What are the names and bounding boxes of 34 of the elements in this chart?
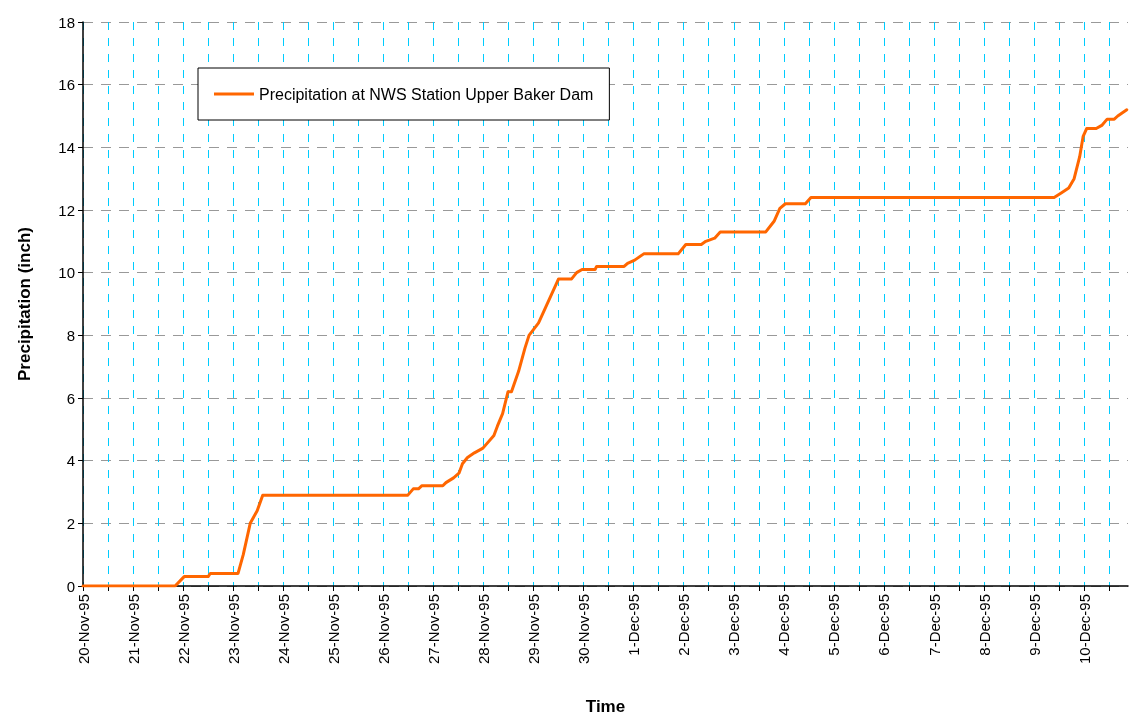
y-tick-label: 0 (66, 577, 75, 595)
x-axis-title: Time (585, 697, 626, 716)
x-tick-label: 25-Nov-95 (324, 594, 342, 665)
x-tick-label: 27-Nov-95 (424, 594, 442, 665)
x-tick-label: 9-Dec-95 (1025, 594, 1043, 656)
x-tick-label: 4-Dec-95 (775, 594, 793, 656)
x-tick-label: 21-Nov-95 (124, 594, 142, 665)
x-tick-label: 10-Dec-95 (1075, 594, 1093, 665)
x-tick-label: 5-Dec-95 (825, 594, 843, 656)
y-tick-label: 4 (66, 452, 75, 470)
x-tick-label: 24-Nov-95 (274, 594, 292, 665)
x-tick-label: 23-Nov-95 (224, 594, 242, 665)
x-tick-label: 7-Dec-95 (925, 594, 943, 656)
x-tick-label: 22-Nov-95 (174, 594, 192, 665)
y-tick-label: 8 (66, 326, 75, 344)
y-tick-label: 14 (58, 138, 75, 156)
y-axis-title: Precipitation (inch) (15, 227, 34, 381)
x-tick-label: 2-Dec-95 (675, 594, 693, 656)
x-tick-label: 28-Nov-95 (474, 594, 492, 665)
x-tick-label: 6-Dec-95 (875, 594, 893, 656)
x-tick-label: 30-Nov-95 (575, 594, 593, 665)
y-tick-label: 6 (66, 389, 75, 407)
legend-label: Precipitation at NWS Station Upper Baker Dam (259, 85, 594, 103)
x-tick-label: 8-Dec-95 (975, 594, 993, 656)
y-tick-label: 2 (66, 514, 75, 532)
y-tick-label: 12 (58, 201, 75, 219)
x-tick-label: 29-Nov-95 (525, 594, 543, 665)
x-tick-label: 26-Nov-95 (374, 594, 392, 665)
y-tick-label: 18 (58, 13, 75, 31)
x-tick-label: 1-Dec-95 (625, 594, 643, 656)
y-tick-label: 10 (58, 264, 75, 282)
x-tick-label: 20-Nov-95 (74, 594, 92, 665)
y-tick-label: 16 (58, 76, 75, 94)
x-tick-label: 3-Dec-95 (725, 594, 743, 656)
